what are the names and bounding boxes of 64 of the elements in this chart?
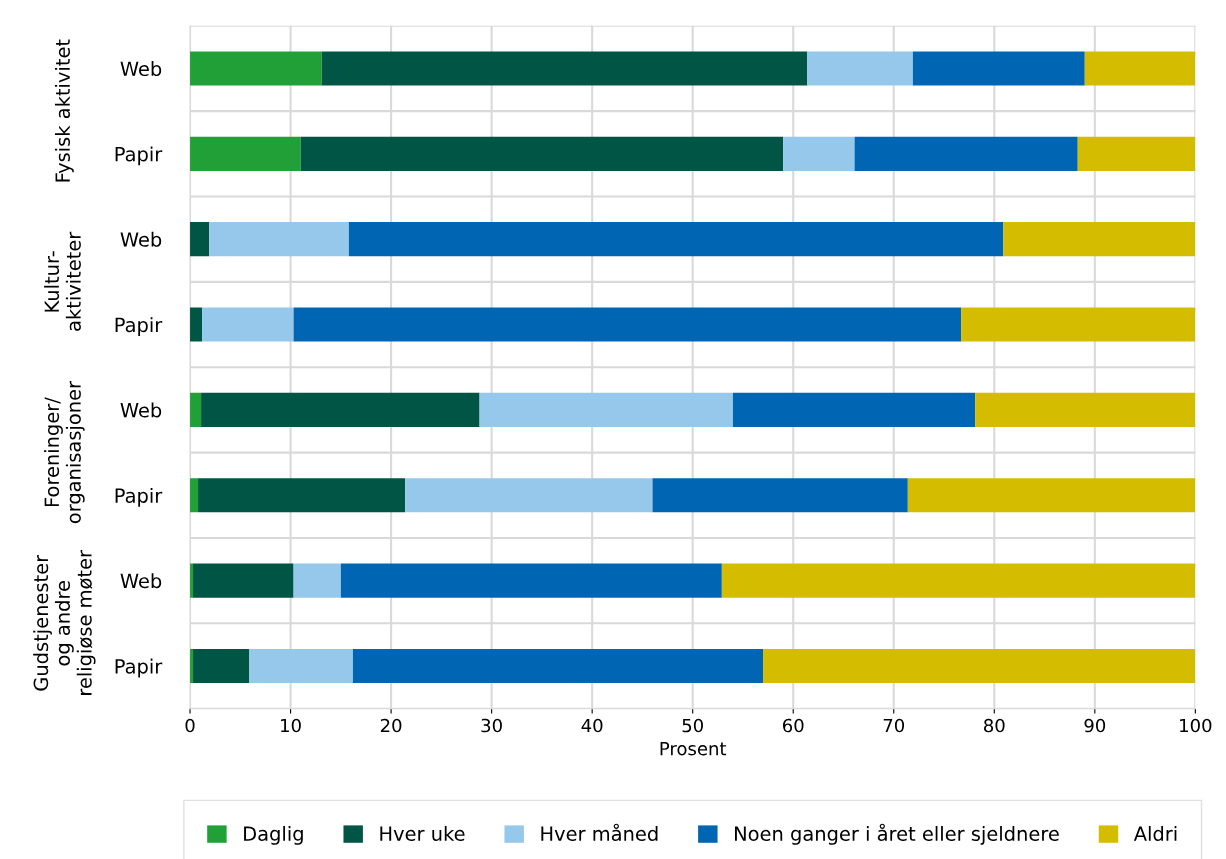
text: Gudstjenester og andre religiøse møter [33, 549, 96, 695]
bar [721, 563, 1196, 598]
x-tick-label: 80 [984, 718, 1005, 733]
x-tick-label: 10 [281, 718, 301, 733]
bar [961, 307, 1196, 342]
bar [340, 563, 722, 598]
bar [1077, 136, 1196, 171]
bar [201, 392, 480, 427]
y-tick-label: Papir [115, 658, 163, 678]
bar [321, 51, 808, 86]
x-tick-label: 70 [883, 718, 905, 733]
legend-label: Hver måned [541, 823, 658, 842]
legend-label: Daglig [244, 825, 303, 845]
bar [732, 392, 976, 427]
bar [783, 136, 855, 171]
text: Foreninger/ organisasjoner [44, 380, 85, 524]
x-tick-label: 100 [1180, 718, 1212, 733]
x-tick-label: 60 [783, 718, 804, 733]
bar [202, 307, 294, 342]
y-tick-label: Web [120, 573, 162, 589]
bar [193, 648, 250, 684]
bar [300, 136, 784, 171]
bar [1003, 222, 1196, 257]
bar [293, 307, 962, 342]
bar [763, 648, 1196, 684]
y-tick-label: Papir [115, 146, 163, 166]
bar [348, 222, 1004, 257]
x-axis-title: Prosent [660, 741, 727, 756]
x-tick-label: 0 [185, 718, 195, 733]
y-tick-label: Papir [115, 317, 163, 336]
bar [190, 222, 210, 257]
bar [652, 478, 908, 513]
bar [807, 51, 913, 86]
bar [249, 648, 353, 684]
bar [190, 307, 203, 342]
bar [1084, 51, 1196, 86]
text: Fysisk aktivitet [54, 39, 74, 182]
x-tick-label: 90 [1084, 718, 1106, 733]
y-tick-label: Web [120, 61, 162, 77]
bar [352, 648, 764, 684]
legend-label: Hver uke [380, 825, 465, 842]
y-tick-label: Web [120, 402, 162, 418]
x-tick-label: 50 [682, 718, 703, 733]
bar [293, 563, 341, 598]
legend-label: Aldri [1133, 825, 1177, 842]
bar [209, 222, 349, 257]
text: Kultur- aktiviteter [44, 231, 81, 331]
x-tick-label: 30 [481, 718, 502, 733]
bar [479, 392, 733, 427]
bar [190, 51, 322, 86]
bar [907, 478, 1196, 513]
bar [190, 392, 202, 427]
x-tick-label: 40 [581, 718, 603, 733]
y-tick-label: Papir [115, 487, 163, 507]
bar [975, 392, 1196, 427]
y-tick-label: Web [120, 231, 162, 247]
bar [198, 478, 406, 513]
bar [193, 563, 294, 598]
bar [912, 51, 1085, 86]
bar [405, 478, 653, 513]
bar [854, 136, 1078, 171]
x-tick-label: 20 [380, 718, 402, 733]
bar [190, 136, 301, 171]
legend-label: Noen ganger i året eller sjeldnere [735, 823, 1059, 845]
